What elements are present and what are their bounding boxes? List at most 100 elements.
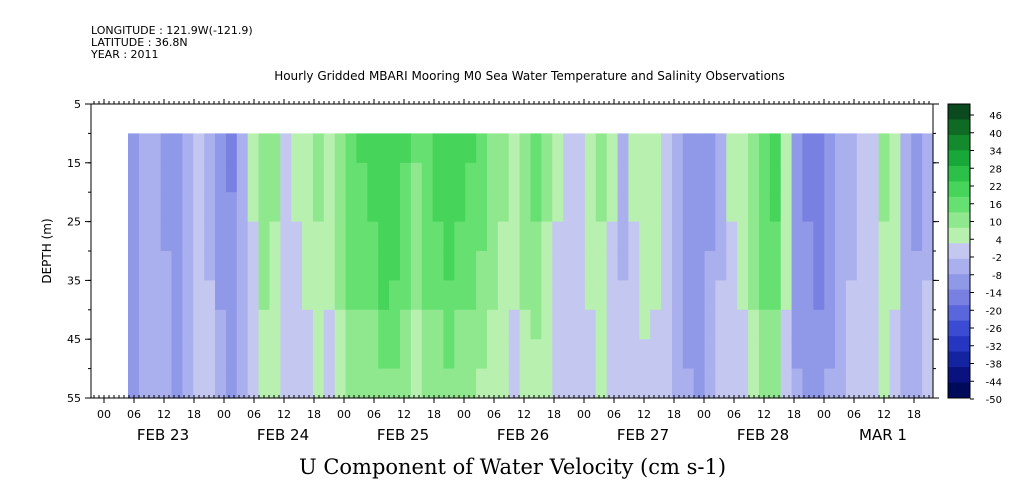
heatmap-cell <box>345 368 358 399</box>
heatmap-cell <box>182 251 194 281</box>
heatmap-cell <box>726 368 738 399</box>
heatmap-cell <box>432 280 445 311</box>
heatmap-cell <box>530 192 542 223</box>
heatmap-cell <box>247 162 260 193</box>
heatmap-cell <box>726 280 738 311</box>
heatmap-cell <box>225 221 238 252</box>
heatmap-cell <box>911 280 923 311</box>
heatmap-cell <box>758 280 771 311</box>
heatmap-cell <box>204 309 216 340</box>
colorbar-tick-label: -14 <box>986 289 1002 300</box>
heatmap-cell <box>835 192 847 223</box>
heatmap-cell <box>802 133 814 164</box>
colorbar-tick-label: 46 <box>989 111 1002 122</box>
heatmap-cell <box>574 280 586 311</box>
heatmap-cell <box>552 162 564 193</box>
heatmap-cell <box>541 339 553 370</box>
heatmap-cell <box>758 339 771 370</box>
heatmap-cell <box>802 251 814 281</box>
heatmap-cell <box>922 339 934 370</box>
heatmap-cell <box>802 280 814 311</box>
heatmap-cell <box>508 368 521 399</box>
heatmap-cell <box>236 368 249 399</box>
heatmap-cell <box>889 133 901 164</box>
y-tick-label: 55 <box>67 392 81 405</box>
heatmap-cell <box>334 192 347 223</box>
heatmap-cell <box>661 192 673 223</box>
heatmap-cell <box>574 162 586 193</box>
heatmap-cell <box>389 339 401 370</box>
heatmap-cell <box>182 280 194 311</box>
chart-title: Hourly Gridded MBARI Mooring M0 Sea Wate… <box>274 69 785 83</box>
heatmap-cell <box>552 339 564 370</box>
colorbar-swatch <box>948 274 970 291</box>
heatmap-cell <box>443 280 455 311</box>
heatmap-cell <box>900 280 912 311</box>
heatmap-cell <box>856 162 869 193</box>
heatmap-cell <box>813 162 825 193</box>
heatmap-cell <box>389 133 401 164</box>
heatmap-cell <box>410 339 423 370</box>
heatmap-cell <box>867 280 880 311</box>
heatmap-cell <box>302 221 314 252</box>
heatmap-cell <box>182 133 194 164</box>
heatmap-cell <box>160 339 173 370</box>
heatmap-cell <box>508 309 521 340</box>
heatmap-cell <box>432 251 445 281</box>
heatmap-cell <box>149 221 162 252</box>
heatmap-cell <box>378 309 390 340</box>
heatmap-cell <box>486 251 499 281</box>
heatmap-cell <box>824 221 836 252</box>
heatmap-cell <box>193 192 205 223</box>
heatmap-cell <box>258 339 271 370</box>
heatmap-cell <box>138 221 151 252</box>
heatmap-cell <box>715 339 727 370</box>
heatmap-cell <box>269 280 281 311</box>
heatmap-cell <box>595 280 608 311</box>
heatmap-cell <box>519 221 532 252</box>
heatmap-cell <box>889 221 901 252</box>
heatmap-cell <box>258 192 271 223</box>
heatmap-cell <box>780 221 793 252</box>
heatmap-cell <box>911 251 923 281</box>
heatmap-cell <box>606 162 619 193</box>
heatmap-cell <box>497 339 510 370</box>
heatmap-cell <box>824 251 836 281</box>
heatmap-cell <box>715 162 727 193</box>
heatmap-cell <box>215 309 227 340</box>
heatmap-cell <box>225 192 238 223</box>
heatmap-cell <box>693 221 706 252</box>
heatmap-cell <box>682 280 695 311</box>
heatmap-cell <box>269 221 281 252</box>
x-tick-label: 06 <box>487 408 501 421</box>
heatmap-cell <box>345 251 358 281</box>
heatmap-cell <box>606 368 619 399</box>
heatmap-cell <box>530 221 542 252</box>
heatmap-cell <box>302 162 314 193</box>
heatmap-cell <box>639 280 651 311</box>
heatmap-cell <box>737 221 749 252</box>
heatmap-cell <box>541 221 553 252</box>
heatmap-cell <box>236 251 249 281</box>
heatmap-cell <box>182 192 194 223</box>
heatmap-cell <box>693 192 706 223</box>
heatmap-cell <box>769 221 782 252</box>
heatmap-cell <box>367 368 379 399</box>
heatmap-cell <box>432 162 445 193</box>
heatmap-cell <box>280 280 292 311</box>
heatmap-cell <box>780 133 793 164</box>
heatmap-cell <box>682 309 695 340</box>
heatmap-cell <box>508 133 521 164</box>
colorbar-swatch <box>948 165 970 182</box>
heatmap-cell <box>791 162 804 193</box>
heatmap-cell <box>486 339 499 370</box>
heatmap-cell <box>769 133 782 164</box>
heatmap-cell <box>595 192 608 223</box>
heatmap-cell <box>334 133 347 164</box>
heatmap-cell <box>889 368 901 399</box>
x-date-label: MAR 1 <box>859 426 907 444</box>
heatmap-cell <box>410 309 423 340</box>
heatmap-cell <box>911 339 923 370</box>
heatmap-cell <box>225 368 238 399</box>
heatmap-cell <box>247 133 260 164</box>
